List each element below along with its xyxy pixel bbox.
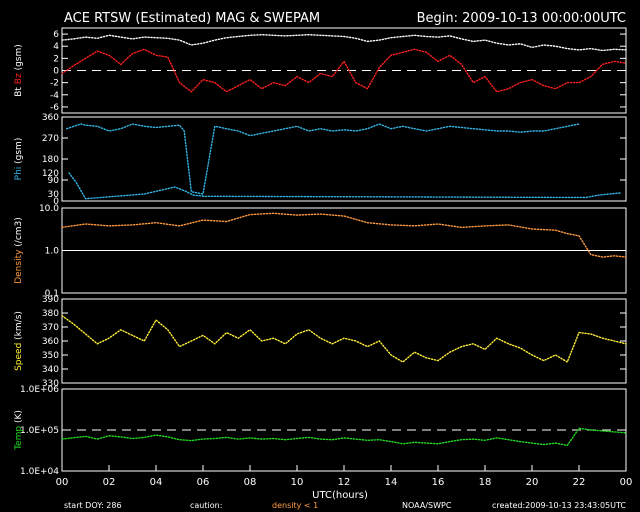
- y-axis-label-part: (gsm): [14, 44, 24, 73]
- series-bz: [61, 48, 627, 93]
- y-tick-label: 0: [53, 67, 59, 77]
- y-tick-label: 0: [53, 197, 59, 207]
- x-tick-label: 00: [56, 477, 69, 488]
- y-tick-label: 330: [42, 379, 59, 389]
- panel-speed: 390 380 370 360 350 340 330 Speed (km/s): [14, 295, 627, 389]
- panel-frame: [61, 298, 627, 384]
- y-axis-label: Phi (gsm): [14, 138, 24, 181]
- panel-frame: [61, 388, 627, 472]
- panel-frame: [61, 27, 627, 114]
- panel-bt_bz: 6 4 2 0 -2 -4 -6 Bt Bz (gsm): [14, 27, 627, 114]
- y-axis-label-part: Bz: [14, 73, 24, 87]
- y-tick-label: 360: [42, 337, 59, 347]
- x-tick-label: 06: [197, 477, 210, 488]
- y-tick-label: 0.1: [45, 289, 59, 299]
- y-tick-label: 6: [53, 30, 59, 40]
- y-axis-label-part: Speed: [14, 343, 24, 371]
- y-tick-label: 380: [42, 309, 59, 319]
- series-bt: [61, 33, 627, 52]
- series-phi: [65, 123, 580, 195]
- y-tick-label: -4: [50, 91, 59, 101]
- y-tick-label: 1.0E+06: [20, 385, 59, 395]
- panel-density: 10.0 1.0 0.1 Density (/cm3): [14, 204, 627, 299]
- y-axis-label-part: Density: [14, 249, 24, 284]
- y-tick-label: 120: [42, 169, 59, 179]
- y-axis-label-part: Phi: [14, 167, 24, 181]
- series-phi: [68, 172, 622, 200]
- x-tick-label: 22: [573, 477, 586, 488]
- y-tick-label: -6: [50, 103, 59, 113]
- start-doy: start DOY: 286: [64, 501, 122, 510]
- y-tick-label: 340: [42, 365, 59, 375]
- y-tick-label: 370: [42, 323, 59, 333]
- y-tick-label: 30: [48, 190, 60, 200]
- panel-temp: 1.0E+06 1.0E+05 1.0E+04 Temp (K): [14, 385, 627, 477]
- y-tick-label: 350: [42, 351, 59, 361]
- x-tick-label: 16: [432, 477, 445, 488]
- x-tick-label: 12: [338, 477, 351, 488]
- y-tick-label: 180: [42, 155, 59, 165]
- y-tick-label: 2: [53, 54, 59, 64]
- series-speed: [61, 315, 627, 364]
- x-axis-title: UTC(hours): [312, 490, 368, 501]
- series-density: [61, 212, 627, 258]
- x-tick-label: 00: [620, 477, 633, 488]
- y-axis-label: Temp (K): [14, 410, 24, 451]
- x-tick-label: 02: [103, 477, 116, 488]
- created-time: created:2009-10-13 23:43:05UTC: [492, 501, 626, 510]
- y-tick-label: 90: [48, 176, 60, 186]
- x-tick-label: 18: [479, 477, 492, 488]
- y-axis-label: Speed (km/s): [14, 311, 24, 371]
- begin-time: Begin: 2009-10-13 00:00:00UTC: [417, 11, 626, 26]
- y-tick-label: 1.0E+04: [20, 467, 59, 477]
- density-note: density < 1: [272, 501, 318, 510]
- y-axis-label-part: (gsm): [14, 138, 24, 167]
- y-tick-label: 10.0: [39, 204, 59, 214]
- y-tick-label: -2: [50, 79, 59, 89]
- series-temp: [61, 427, 627, 447]
- x-axis: 00 02 04 06 08 10 12 14 16 18 20 22 00: [56, 465, 633, 488]
- x-tick-label: 04: [150, 477, 163, 488]
- x-tick-label: 14: [385, 477, 398, 488]
- y-tick-label: 1.0: [45, 247, 60, 257]
- panel-frame: [61, 116, 627, 202]
- x-tick-label: 20: [526, 477, 539, 488]
- chart-title: ACE RTSW (Estimated) MAG & SWEPAM: [64, 11, 320, 26]
- x-tick-label: 10: [291, 477, 304, 488]
- y-tick-label: 4: [53, 42, 59, 52]
- y-axis-label-part: (km/s): [14, 311, 24, 343]
- y-tick-label: 360: [42, 113, 59, 123]
- y-axis-label-part: (K): [14, 410, 24, 426]
- y-tick-label: 1.0E+05: [20, 426, 59, 436]
- y-axis-label: Bt Bz (gsm): [14, 44, 24, 97]
- y-tick-label: 270: [42, 134, 59, 144]
- y-tick-label: 390: [42, 295, 59, 305]
- panel-phi: 360 270 180 90 0 120 30 Phi (gsm): [14, 113, 627, 207]
- panels-group: 6 4 2 0 -2 -4 -6 Bt Bz (gsm) 360 270 180 90 0 120 30 Ph…: [14, 27, 627, 477]
- caution-label: caution:: [190, 501, 222, 510]
- y-axis-label-part: Temp: [14, 426, 24, 451]
- source-label: NOAA/SWPC: [402, 501, 452, 510]
- y-axis-label: Density (/cm3): [14, 217, 24, 284]
- y-axis-label-part: Bt: [14, 87, 24, 97]
- x-tick-label: 08: [244, 477, 257, 488]
- y-axis-label-part: (/cm3): [14, 217, 24, 249]
